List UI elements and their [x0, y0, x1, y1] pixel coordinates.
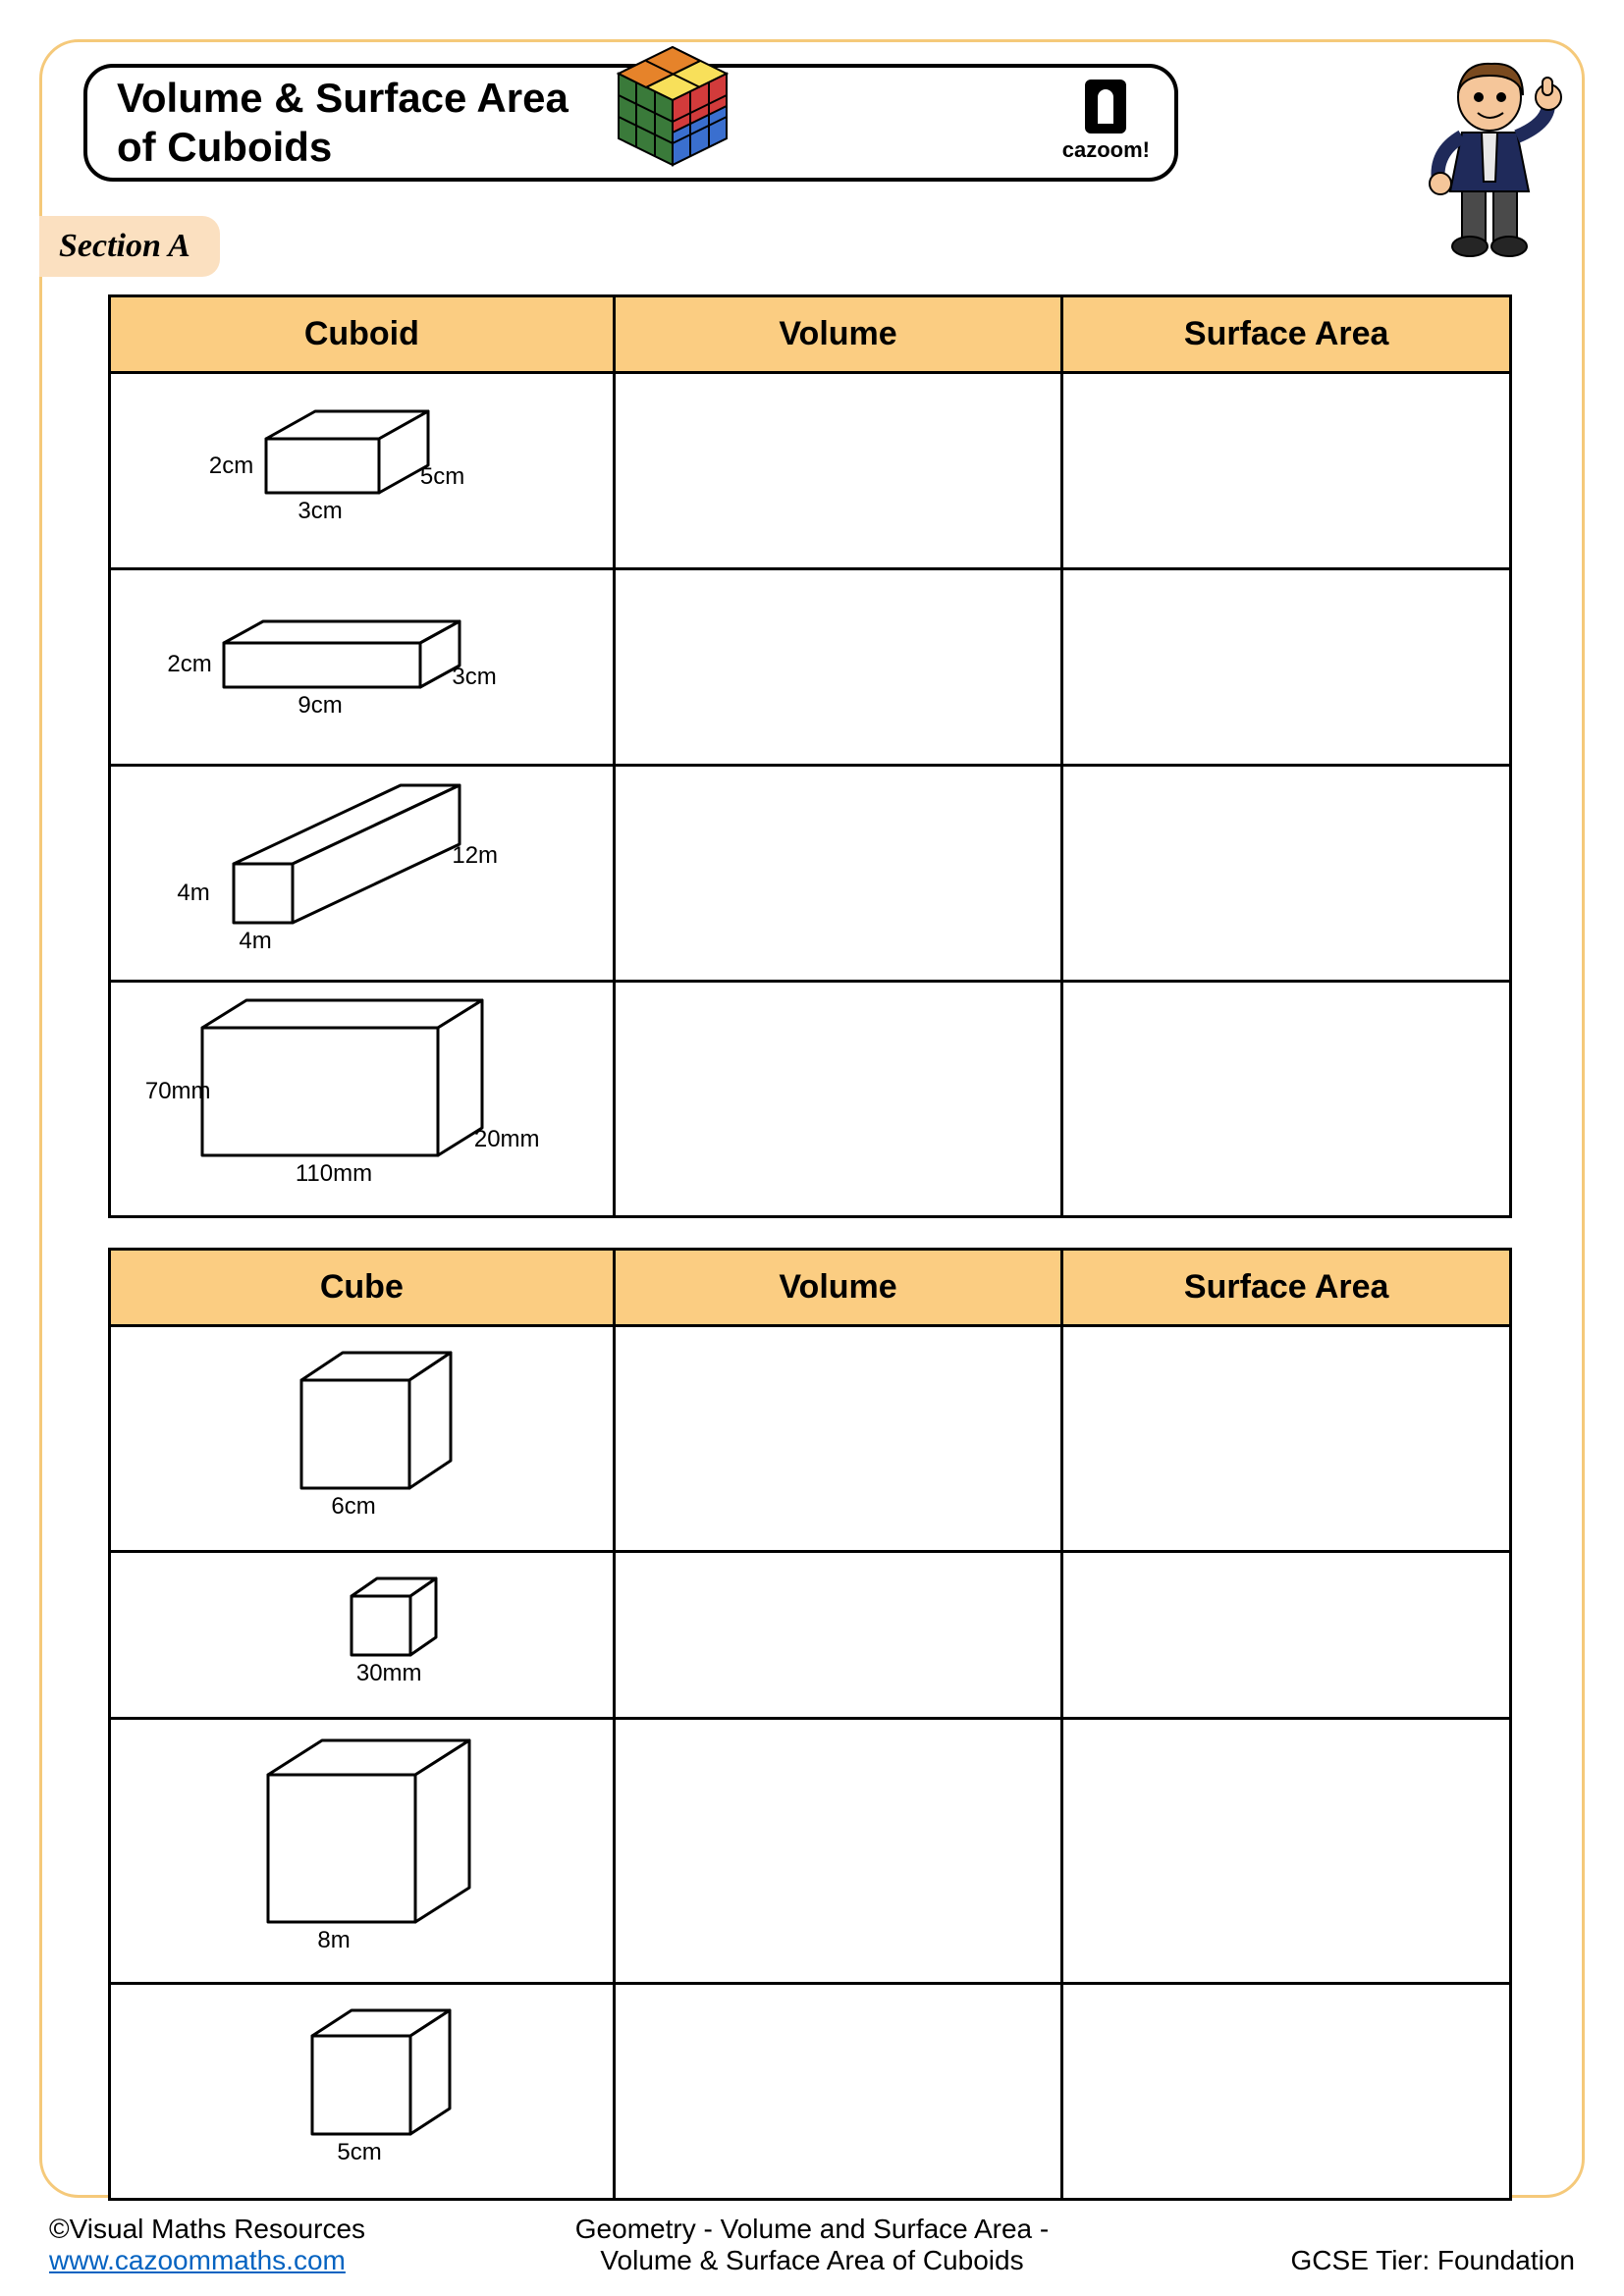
surfacearea-answer-cell[interactable] [1062, 1552, 1511, 1719]
website-link[interactable]: www.cazoommaths.com [49, 2245, 346, 2275]
col-volume: Volume [614, 296, 1062, 373]
table-row: 2cm 9cm 3cm [110, 569, 1511, 766]
surfacearea-answer-cell[interactable] [1062, 1984, 1511, 2200]
table-row: 70mm 110mm 20mm [110, 982, 1511, 1217]
surfacearea-answer-cell[interactable] [1062, 1719, 1511, 1984]
cuboid-cell: 2cm 3cm 5cm [110, 373, 615, 569]
cube-cell: 30mm [110, 1552, 615, 1719]
mascot-icon [1413, 54, 1570, 260]
footer-center-1: Geometry - Volume and Surface Area - [575, 2214, 1049, 2244]
volume-answer-cell[interactable] [614, 373, 1062, 569]
footer-right: GCSE Tier: Foundation [1126, 2245, 1575, 2276]
volume-answer-cell[interactable] [614, 569, 1062, 766]
title-line1: Volume & Surface Area [117, 75, 568, 121]
cuboid-cell: 70mm 110mm 20mm [110, 982, 615, 1217]
surfacearea-answer-cell[interactable] [1062, 1326, 1511, 1552]
logo-text: cazoom! [1062, 137, 1150, 163]
cuboid-cell: 4m 4m 12m [110, 766, 615, 982]
cube-cell: 6cm [110, 1326, 615, 1552]
volume-answer-cell[interactable] [614, 766, 1062, 982]
cuboid-cell: 2cm 9cm 3cm [110, 569, 615, 766]
brand-logo: cazoom! [1062, 80, 1150, 163]
cube-cell: 5cm [110, 1984, 615, 2200]
cube-cell: 8m [110, 1719, 615, 1984]
surfacearea-answer-cell[interactable] [1062, 373, 1511, 569]
footer-center: Geometry - Volume and Surface Area - Vol… [498, 2214, 1126, 2276]
col-cuboid: Cuboid [110, 296, 615, 373]
table-row: 6cm [110, 1326, 1511, 1552]
surfacearea-answer-cell[interactable] [1062, 569, 1511, 766]
tables-container: Cuboid Volume Surface Area 2cm 3cm 5cm [108, 294, 1512, 2230]
page-footer: ©Visual Maths Resources www.cazoommaths.… [49, 2214, 1575, 2276]
col-cube: Cube [110, 1250, 615, 1326]
volume-answer-cell[interactable] [614, 982, 1062, 1217]
table-row: 5cm [110, 1984, 1511, 2200]
volume-answer-cell[interactable] [614, 1719, 1062, 1984]
section-a-tab: Section A [39, 216, 220, 277]
copyright-text: ©Visual Maths Resources [49, 2214, 365, 2244]
col-surfacearea: Surface Area [1062, 1250, 1511, 1326]
footer-left: ©Visual Maths Resources www.cazoommaths.… [49, 2214, 498, 2276]
table-row: 30mm [110, 1552, 1511, 1719]
logo-icon [1085, 80, 1126, 133]
cuboids-table: Cuboid Volume Surface Area 2cm 3cm 5cm [108, 294, 1512, 1218]
table-row: 2cm 3cm 5cm [110, 373, 1511, 569]
table-row: 8m [110, 1719, 1511, 1984]
footer-center-2: Volume & Surface Area of Cuboids [600, 2245, 1023, 2275]
col-volume: Volume [614, 1250, 1062, 1326]
volume-answer-cell[interactable] [614, 1326, 1062, 1552]
volume-answer-cell[interactable] [614, 1552, 1062, 1719]
rubik-cube-icon [604, 39, 741, 177]
cubes-table: Cube Volume Surface Area 6cm 30mm [108, 1248, 1512, 2201]
volume-answer-cell[interactable] [614, 1984, 1062, 2200]
col-surfacearea: Surface Area [1062, 296, 1511, 373]
surfacearea-answer-cell[interactable] [1062, 766, 1511, 982]
title-line2: of Cuboids [117, 124, 332, 170]
surfacearea-answer-cell[interactable] [1062, 982, 1511, 1217]
cube-icon [224, 1731, 499, 1966]
table-row: 4m 4m 12m [110, 766, 1511, 982]
